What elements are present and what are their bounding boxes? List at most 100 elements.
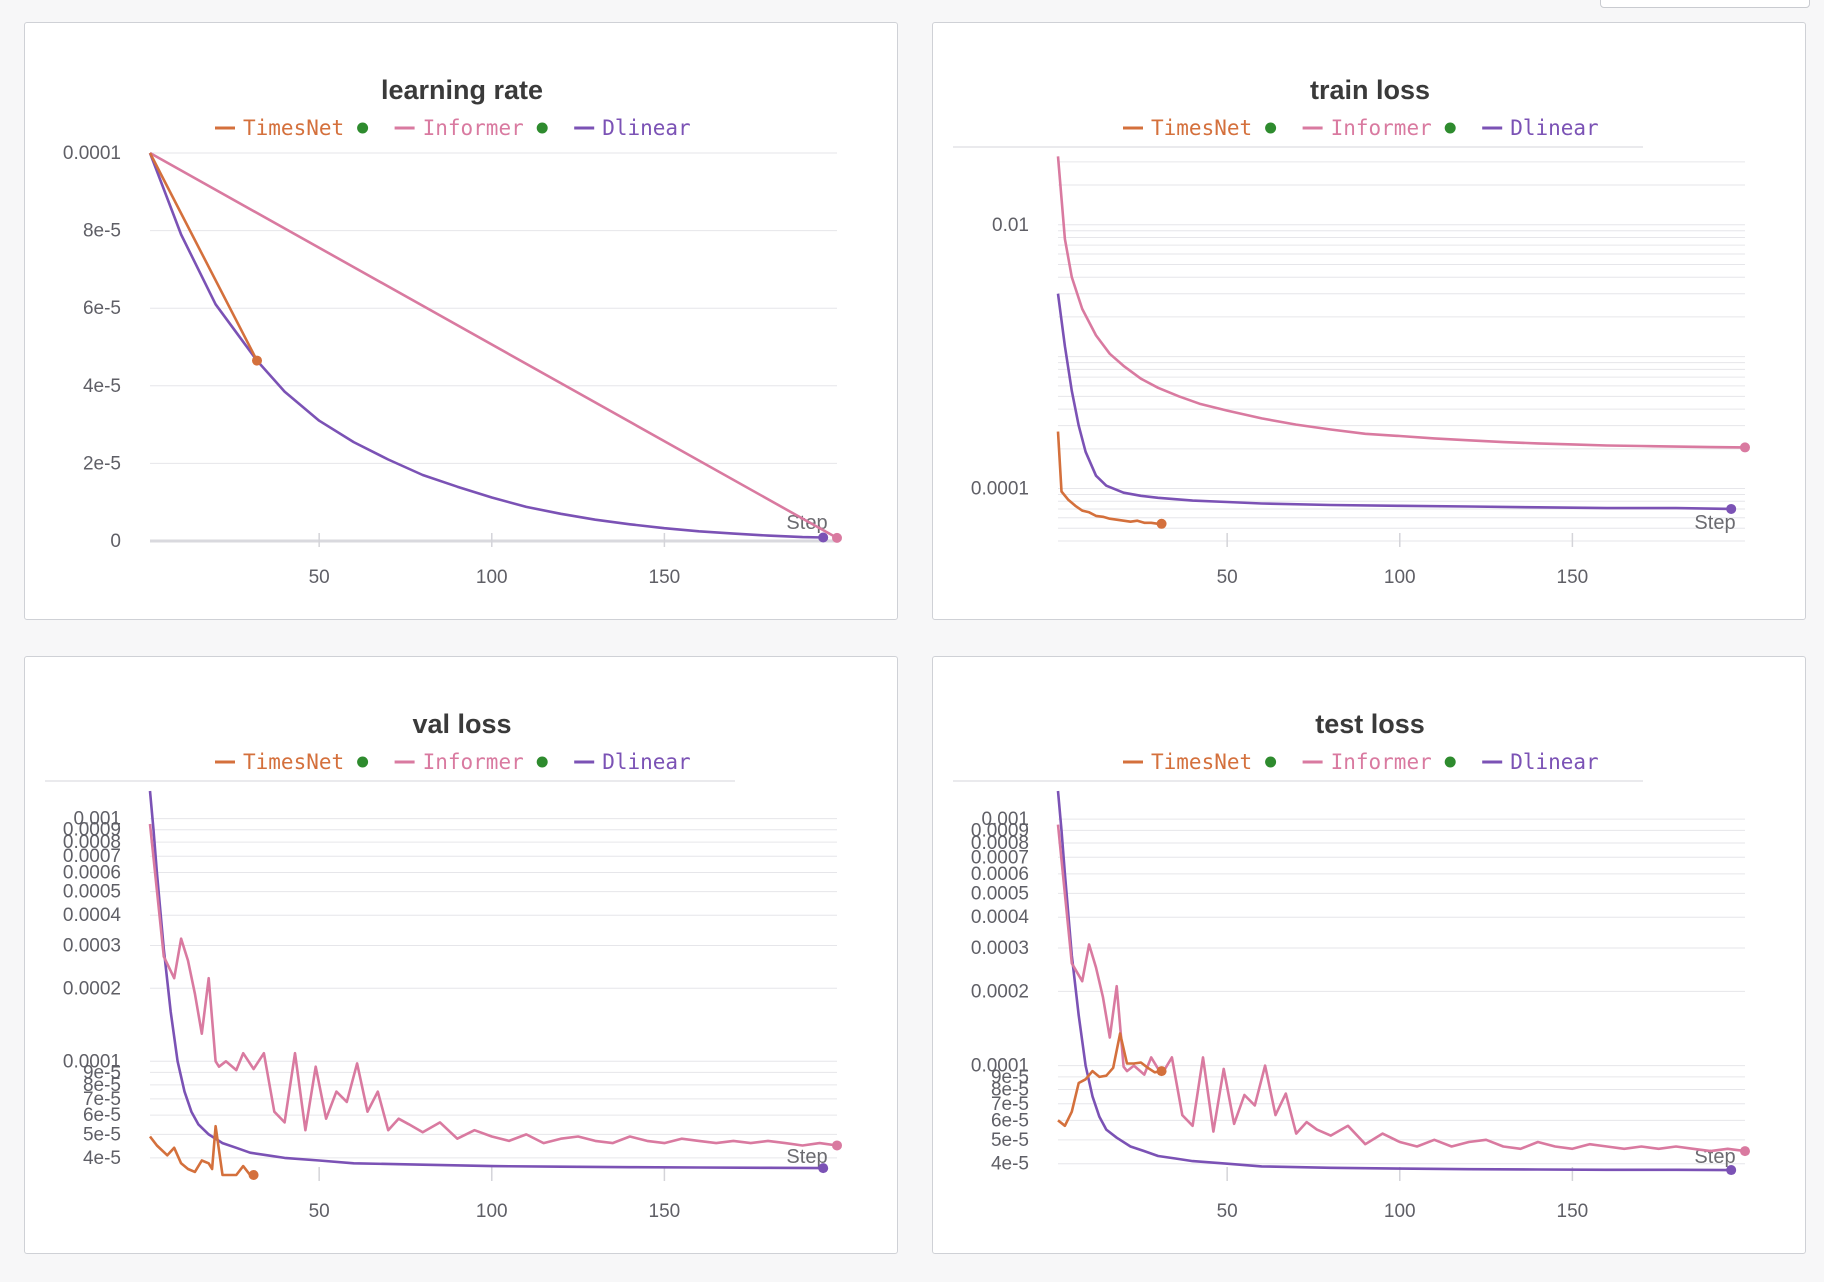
series-end-point-dlinear[interactable] [818,532,829,543]
legend-item-informer[interactable]: Informer [394,116,548,140]
legend[interactable]: TimesNet Informer Dlinear [215,750,691,774]
x-tick-label: 50 [1217,567,1238,588]
y-tick-label: 0.001 [73,809,121,830]
legend-item-timesnet[interactable]: TimesNet [215,116,369,140]
legend-label: TimesNet [243,116,344,140]
legend-label: TimesNet [243,750,344,774]
x-tick-label: 50 [1217,1201,1238,1222]
y-tick-label: 0.0003 [63,936,121,957]
y-tick-label: 0 [110,531,121,552]
y-tick-label: 0.0009 [63,820,121,841]
series-end-point-informer[interactable] [1740,442,1750,453]
legend-active-dot [357,122,369,134]
series-line-dlinear [1056,790,1732,1172]
chart-title: learning rate [381,75,543,105]
y-tick-label: 0.0007 [971,847,1029,868]
y-tick-label: 0.0001 [971,479,1029,500]
legend-label: Informer [1331,750,1432,774]
y-tick-label: 9e-5 [991,1067,1029,1088]
y-tick-label: 0.0007 [63,846,121,867]
legend-label: Dlinear [602,116,691,140]
series-end-point-informer[interactable] [832,1140,842,1151]
y-tick-label: 6e-5 [991,1110,1029,1131]
chart-title: test loss [1315,709,1425,739]
series-end-point-dlinear[interactable] [818,1163,829,1174]
legend-active-dot [536,122,548,134]
legend-item-informer[interactable]: Informer [1302,750,1456,774]
learning-rate-chart: learning rate TimesNet Informer Dlinear 0.00… [63,75,842,588]
y-tick-label: 6e-5 [83,1105,121,1126]
top-right-control[interactable] [1600,0,1810,8]
y-tick-label: 0.0001 [971,1056,1029,1077]
y-tick-label: 4e-5 [83,376,121,397]
x-tick-label: 100 [1384,567,1416,588]
legend-item-dlinear[interactable]: Dlinear [1482,750,1599,774]
y-tick-label: 8e-5 [991,1080,1029,1101]
legend-item-informer[interactable]: Informer [394,750,548,774]
series-line-timesnet [1056,431,1162,526]
x-axis-title: Step [786,512,827,534]
legend-item-dlinear[interactable]: Dlinear [574,750,691,774]
y-tick-label: 4e-5 [83,1148,121,1169]
series-end-point-timesnet[interactable] [252,355,263,366]
test-loss-chart: test loss TimesNet Informer Dlinear 0.0010.0… [953,709,1750,1222]
series-line-timesnet [1057,1032,1162,1128]
legend-label: Informer [423,750,524,774]
y-tick-label: 7e-5 [83,1089,121,1110]
series-end-point-dlinear[interactable] [1726,503,1737,514]
chart-title: train loss [1310,75,1430,105]
y-tick-label: 8e-5 [83,221,121,242]
y-tick-label: 0.0006 [971,864,1029,885]
legend[interactable]: TimesNet Informer Dlinear [1123,116,1599,140]
panel-test-loss: test loss TimesNet Informer Dlinear 0.001 0.0… [932,656,1806,1254]
legend[interactable]: TimesNet Informer Dlinear [1123,750,1599,774]
series-end-point-timesnet[interactable] [248,1170,259,1180]
x-tick-label: 100 [476,567,508,588]
y-tick-label: 0.0004 [63,905,122,926]
y-tick-label: 0.0001 [63,143,121,164]
legend[interactable]: TimesNet Informer Dlinear [215,116,691,140]
series-end-point-timesnet[interactable] [1156,518,1167,529]
series-end-point-informer[interactable] [1740,1146,1750,1157]
legend-item-dlinear[interactable]: Dlinear [1482,116,1599,140]
legend-item-informer[interactable]: Informer [1302,116,1456,140]
panel-train-loss: train loss TimesNet Informer Dlinear 0.01 0.0… [932,22,1806,620]
legend-label: Dlinear [1510,116,1599,140]
y-tick-label: 0.0003 [971,938,1029,959]
legend-item-timesnet[interactable]: TimesNet [215,750,369,774]
series-end-point-timesnet[interactable] [1156,1066,1167,1077]
y-tick-label: 8e-5 [83,1075,121,1096]
legend-label: Informer [423,116,524,140]
legend-active-dot [1265,122,1277,134]
series-line-informer [1056,824,1746,1153]
panel-learning-rate: learning rate TimesNet Informer Dlinear 0.00… [24,22,898,620]
y-tick-label: 0.0006 [63,862,121,883]
legend-item-dlinear[interactable]: Dlinear [574,116,691,140]
legend-active-dot [536,756,548,768]
y-tick-label: 6e-5 [83,298,121,319]
y-tick-label: 7e-5 [991,1094,1029,1115]
y-tick-label: 0.0002 [63,978,121,999]
series-end-point-informer[interactable] [832,532,842,543]
y-tick-label: 0.0009 [971,820,1029,841]
series-end-point-dlinear[interactable] [1726,1165,1737,1176]
legend-item-timesnet[interactable]: TimesNet [1123,750,1277,774]
x-tick-label: 100 [476,1201,508,1222]
y-tick-label: 0.0001 [63,1051,121,1072]
y-axis: 0.0010.00090.00080.00070.00060.00050.000… [971,809,1745,1175]
x-tick-label: 150 [649,567,681,588]
y-tick-label: 2e-5 [83,453,121,474]
legend-label: Dlinear [602,750,691,774]
series-line-informer [148,823,838,1147]
series-line-dlinear [148,152,824,539]
legend-item-timesnet[interactable]: TimesNet [1123,116,1277,140]
series-line-informer [149,151,838,540]
y-axis: 0.0010.00090.00080.00070.00060.00050.000… [63,809,837,1169]
y-tick-label: 4e-5 [991,1154,1029,1175]
y-tick-label: 0.01 [992,215,1029,236]
series-line-dlinear [148,790,824,1170]
